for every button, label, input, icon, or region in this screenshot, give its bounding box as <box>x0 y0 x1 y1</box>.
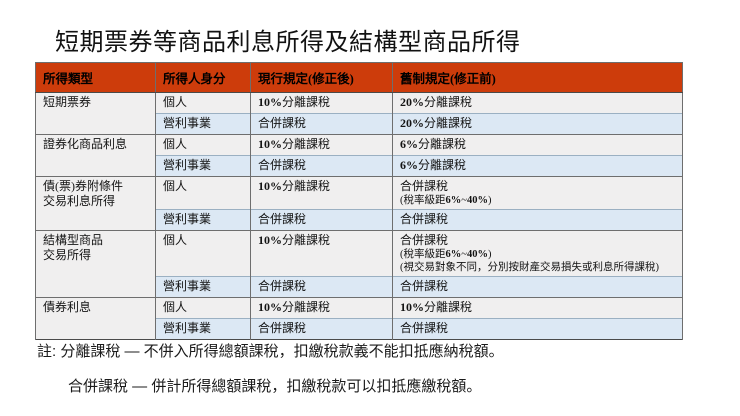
cell-line: 合併課稅 <box>400 212 449 226</box>
cell-taxpayer-identity: 個人 <box>155 134 251 156</box>
cell-old-rule: 6%分離課稅 <box>392 134 683 156</box>
header-old-rule: 舊制規定(修正前) <box>392 62 683 93</box>
cell-line: 證券化商品利息 <box>43 137 128 151</box>
cell-line: 債券利息 <box>43 300 92 314</box>
table-header-row: 所得類型 所得人身分 現行規定(修正後) 舊制規定(修正前) <box>35 62 683 93</box>
cell-line: (視交易對象不同，分別按財產交易損失或利息所得課稅) <box>400 262 659 273</box>
cell-current-rule: 10%分離課稅 <box>250 230 393 277</box>
cell-line: 個人 <box>163 179 188 193</box>
cell-line: 營利事業 <box>163 158 212 172</box>
header-income-type: 所得類型 <box>35 62 156 93</box>
cell-line: 營利事業 <box>163 279 212 293</box>
cell-current-rule: 合併課稅 <box>250 276 393 298</box>
cell-old-rule: 合併課稅 <box>392 276 683 298</box>
cell-taxpayer-identity: 個人 <box>155 230 251 277</box>
cell-taxpayer-identity: 個人 <box>155 176 251 210</box>
cell-line: 短期票券 <box>43 95 92 109</box>
cell-line: 營利事業 <box>163 212 212 226</box>
cell-line: 20%分離課稅 <box>400 95 473 109</box>
table-row: 債(票)券附條件 交易利息所得 個人 10%分離課稅 合併課稅 (稅率級距6%~40%) <box>35 176 683 231</box>
cell-line: 10%分離課稅 <box>258 95 331 109</box>
cell-line: 10%分離課稅 <box>258 179 331 193</box>
cell-line: 10%分離課稅 <box>258 233 331 247</box>
cell-taxpayer-identity: 營利事業 <box>155 155 251 177</box>
cell-old-rule: 合併課稅 (稅率級距6%~40%) <box>392 176 683 210</box>
cell-line: (稅率級距6%~40%) <box>400 249 492 260</box>
cell-current-rule: 合併課稅 <box>250 209 393 231</box>
cell-current-rule: 10%分離課稅 <box>250 297 393 319</box>
cell-old-rule: 20%分離課稅 <box>392 113 683 135</box>
cell-current-rule: 合併課稅 <box>250 318 393 340</box>
table-row: 營利事業 合併課稅 20%分離課稅 <box>36 113 683 135</box>
table-body: 短期票券 個人 10%分離課稅 20%分離課稅 營利事業 合併課稅 20%分離課稅 證券化商品… <box>35 92 683 340</box>
cell-taxpayer-identity: 個人 <box>155 297 251 319</box>
cell-line: 合併課稅 <box>258 116 307 130</box>
cell-line: 6%分離課稅 <box>400 137 467 151</box>
note-combined-taxation: 合併課稅 — 併計所得總額課稅，扣繳稅款可以扣抵應繳稅額。 <box>68 378 482 395</box>
cell-line: 10%分離課稅 <box>258 137 331 151</box>
cell-current-rule: 10%分離課稅 <box>250 176 393 210</box>
table-row: 證券化商品利息 個人 10%分離課稅 6%分離課稅 <box>35 134 683 177</box>
cell-line: 營利事業 <box>163 116 212 130</box>
cell-line: 個人 <box>163 95 188 109</box>
cell-old-rule: 6%分離課稅 <box>392 155 683 177</box>
table-row: 短期票券 個人 10%分離課稅 20%分離課稅 <box>35 92 683 135</box>
tax-table: 所得類型 所得人身分 現行規定(修正後) 舊制規定(修正前) 短期票券 個人 10%… <box>35 62 683 340</box>
cell-line: 合併課稅 <box>258 279 307 293</box>
cell-line: 個人 <box>163 137 188 151</box>
cell-current-rule: 10%分離課稅 <box>250 92 393 114</box>
cell-taxpayer-identity: 營利事業 <box>155 113 251 135</box>
cell-line: 合併課稅 <box>400 321 449 335</box>
cell-old-rule: 20%分離課稅 <box>392 92 683 114</box>
cell-line: 10%分離課稅 <box>258 300 331 314</box>
table-row: 營利事業 合併課稅 合併課稅 <box>36 318 683 340</box>
cell-income-type: 債(票)券附條件 交易利息所得 <box>35 176 156 231</box>
cell-line: 合併課稅 <box>400 233 449 247</box>
cell-line: 營利事業 <box>163 321 212 335</box>
cell-line: 交易所得 <box>43 248 92 262</box>
cell-old-rule: 10%分離課稅 <box>392 297 683 319</box>
cell-line: 合併課稅 <box>258 212 307 226</box>
table-row: 債券利息 個人 10%分離課稅 10%分離課稅 <box>35 297 683 340</box>
header-current-rule: 現行規定(修正後) <box>250 62 393 93</box>
cell-line: 結構型商品 <box>43 233 104 247</box>
cell-line: 合併課稅 <box>400 279 449 293</box>
cell-taxpayer-identity: 個人 <box>155 92 251 114</box>
table-row: 營利事業 合併課稅 6%分離課稅 <box>36 155 683 177</box>
cell-old-rule: 合併課稅 <box>392 209 683 231</box>
cell-line: 個人 <box>163 300 188 314</box>
note-separate-taxation: 註: 分離課稅 — 不併入所得總額課稅，扣繳稅款義不能扣抵應納稅額。 <box>37 343 504 360</box>
cell-line: 20%分離課稅 <box>400 116 473 130</box>
cell-current-rule: 合併課稅 <box>250 155 393 177</box>
table-row: 結構型商品 交易所得 個人 10%分離課稅 合併課稅 (稅率級距6%~40%) (視交易對象… <box>35 230 683 298</box>
notes: 註: 分離課稅 — 不併入所得總額課稅，扣繳稅款義不能扣抵應納稅額。 合併課稅 … <box>37 342 504 397</box>
cell-line: 合併課稅 <box>400 179 449 193</box>
cell-line: 交易利息所得 <box>43 194 116 208</box>
table-row: 營利事業 合併課稅 合併課稅 <box>36 276 683 298</box>
cell-line: 合併課稅 <box>258 321 307 335</box>
cell-income-type: 債券利息 <box>35 297 156 340</box>
slide-title: 短期票券等商品利息所得及結構型商品所得 <box>55 29 521 56</box>
cell-income-type: 證券化商品利息 <box>35 134 156 177</box>
table-row: 營利事業 合併課稅 合併課稅 <box>36 209 683 231</box>
cell-taxpayer-identity: 營利事業 <box>155 318 251 340</box>
cell-line: (稅率級距6%~40%) <box>400 195 492 206</box>
cell-current-rule: 合併課稅 <box>250 113 393 135</box>
cell-line: 6%分離課稅 <box>400 158 467 172</box>
cell-line: 債(票)券附條件 <box>43 179 123 193</box>
cell-line: 10%分離課稅 <box>400 300 473 314</box>
cell-old-rule: 合併課稅 <box>392 318 683 340</box>
cell-current-rule: 10%分離課稅 <box>250 134 393 156</box>
cell-income-type: 結構型商品 交易所得 <box>35 230 156 298</box>
cell-line: 合併課稅 <box>258 158 307 172</box>
cell-taxpayer-identity: 營利事業 <box>155 276 251 298</box>
cell-income-type: 短期票券 <box>35 92 156 135</box>
cell-old-rule: 合併課稅 (稅率級距6%~40%) (視交易對象不同，分別按財產交易損失或利息所得課… <box>392 230 683 277</box>
header-taxpayer-identity: 所得人身分 <box>155 62 251 93</box>
cell-line: 個人 <box>163 233 188 247</box>
cell-taxpayer-identity: 營利事業 <box>155 209 251 231</box>
